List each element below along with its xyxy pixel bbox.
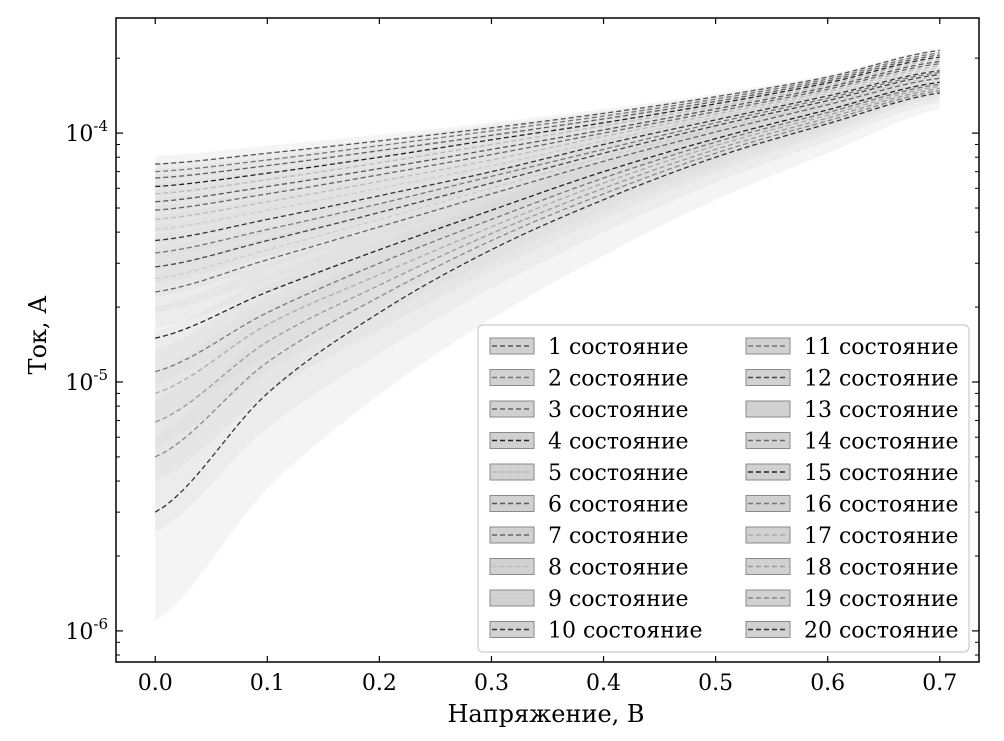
series-line-4	[155, 56, 940, 188]
series-line-11	[155, 71, 940, 254]
series-band-3	[155, 53, 940, 196]
legend-label: 14 состояние	[804, 430, 959, 455]
x-tick-label: 0.4	[586, 671, 621, 696]
legend-item-16: 16 состояние	[745, 493, 959, 518]
legend-item-10: 10 состояние	[489, 619, 703, 644]
series-line-5	[155, 58, 940, 195]
x-axis-title: Напряжение, В	[447, 700, 644, 728]
legend-item-8: 8 состояние	[489, 556, 689, 581]
legend-label: 8 состояние	[548, 556, 689, 581]
series-band-12	[155, 71, 940, 297]
legend-label: 11 состояние	[804, 335, 959, 360]
legend-label: 13 состояние	[804, 398, 959, 423]
x-tick-label: 0.6	[810, 671, 845, 696]
series-line-7	[155, 63, 940, 211]
series-band-8	[155, 63, 940, 244]
series-line-3	[155, 54, 940, 179]
legend-label: 5 состояние	[548, 461, 689, 486]
series-line-8	[155, 65, 940, 221]
series-line-17	[155, 85, 940, 395]
legend-label: 2 состояние	[548, 367, 689, 392]
x-tick-label: 0.0	[138, 671, 173, 696]
axes-layer: 0.0 0.1 0.2 0.3 0.4 0.5 0.6 0.7 10-6 10-5 10-4	[65, 17, 980, 696]
legend-label: 9 состояние	[548, 587, 689, 612]
legend-item-6: 6 состояние	[489, 493, 689, 518]
legend-item-12: 12 состояние	[745, 367, 959, 392]
y-tick-label: 10-6	[65, 615, 108, 645]
legend-item-4: 4 состояние	[489, 430, 689, 455]
legend-label: 6 состояние	[548, 493, 689, 518]
plot-frame	[115, 17, 980, 663]
series-line-2	[155, 52, 940, 173]
y-axis-title: Ток, А	[24, 296, 52, 375]
legend: 1 состояние 2 состояние 3 состояние 4 состо…	[477, 324, 970, 653]
series-line-20	[154, 92, 940, 513]
legend-label: 19 состояние	[804, 587, 959, 612]
series-line-1	[155, 49, 940, 165]
legend-label: 18 состояние	[804, 556, 959, 581]
legend-label: 15 состояние	[804, 461, 959, 486]
series-band-7	[155, 61, 940, 233]
x-tick-label: 0.1	[250, 671, 285, 696]
series-band-19	[155, 82, 940, 532]
x-tick-label: 0.7	[922, 671, 957, 696]
series-band-11	[155, 69, 940, 283]
series-line-14	[155, 77, 940, 293]
legend-item-18: 18 состояние	[745, 556, 959, 581]
series-line-13	[155, 75, 940, 280]
legend-item-14: 14 состояние	[745, 430, 959, 455]
legend-label: 3 состояние	[548, 398, 689, 423]
legend-item-17: 17 состояние	[745, 524, 959, 549]
series-line-6	[155, 60, 940, 203]
legend-label: 17 состояние	[804, 524, 959, 549]
legend-label: 10 состояние	[548, 619, 703, 644]
legend-label: 16 состояние	[804, 493, 959, 518]
series-band-13	[155, 73, 940, 313]
series-line-15	[155, 81, 940, 339]
series-band-18	[155, 80, 940, 482]
series-layer	[154, 49, 940, 513]
legend-label: 20 состояние	[804, 619, 959, 644]
y-tick-label: 10-4	[65, 117, 108, 147]
legend-item-7: 7 состояние	[489, 524, 689, 549]
legend-item-9: 9 состояние	[489, 587, 689, 612]
legend-item-1: 1 состояние	[489, 335, 689, 360]
series-band-6	[155, 59, 940, 222]
series-line-16	[155, 83, 940, 373]
x-tick-label: 0.5	[698, 671, 733, 696]
series-band-2	[155, 51, 940, 189]
legend-label: 7 состояние	[548, 524, 689, 549]
series-line-19	[154, 90, 940, 458]
series-band-1	[155, 49, 940, 180]
series-band-4	[155, 55, 940, 204]
legend-item-20: 20 состояние	[745, 619, 959, 644]
y-tick-label: 10-5	[65, 366, 108, 396]
series-band-17	[155, 79, 940, 447]
series-band-20	[155, 81, 940, 621]
series-line-10	[155, 70, 940, 242]
legend-item-5: 5 состояние	[489, 461, 689, 486]
legend-label: 12 состояние	[804, 367, 959, 392]
x-tick-label: 0.2	[362, 671, 397, 696]
legend-item-3: 3 состояние	[489, 398, 689, 423]
series-line-9	[155, 67, 940, 231]
series-band-16	[155, 78, 940, 421]
legend-label: 4 состояние	[548, 430, 689, 455]
legend-label: 1 состояние	[548, 335, 689, 360]
legend-item-19: 19 состояние	[745, 587, 959, 612]
legend-item-15: 15 состояние	[745, 461, 959, 486]
legend-item-11: 11 состояние	[745, 335, 959, 360]
series-line-18	[154, 87, 940, 423]
x-tick-label: 0.3	[474, 671, 509, 696]
series-line-12	[155, 73, 940, 268]
legend-box	[477, 324, 970, 653]
legend-item-13: 13 состояние	[745, 398, 959, 423]
legend-item-2: 2 состояние	[489, 367, 689, 392]
